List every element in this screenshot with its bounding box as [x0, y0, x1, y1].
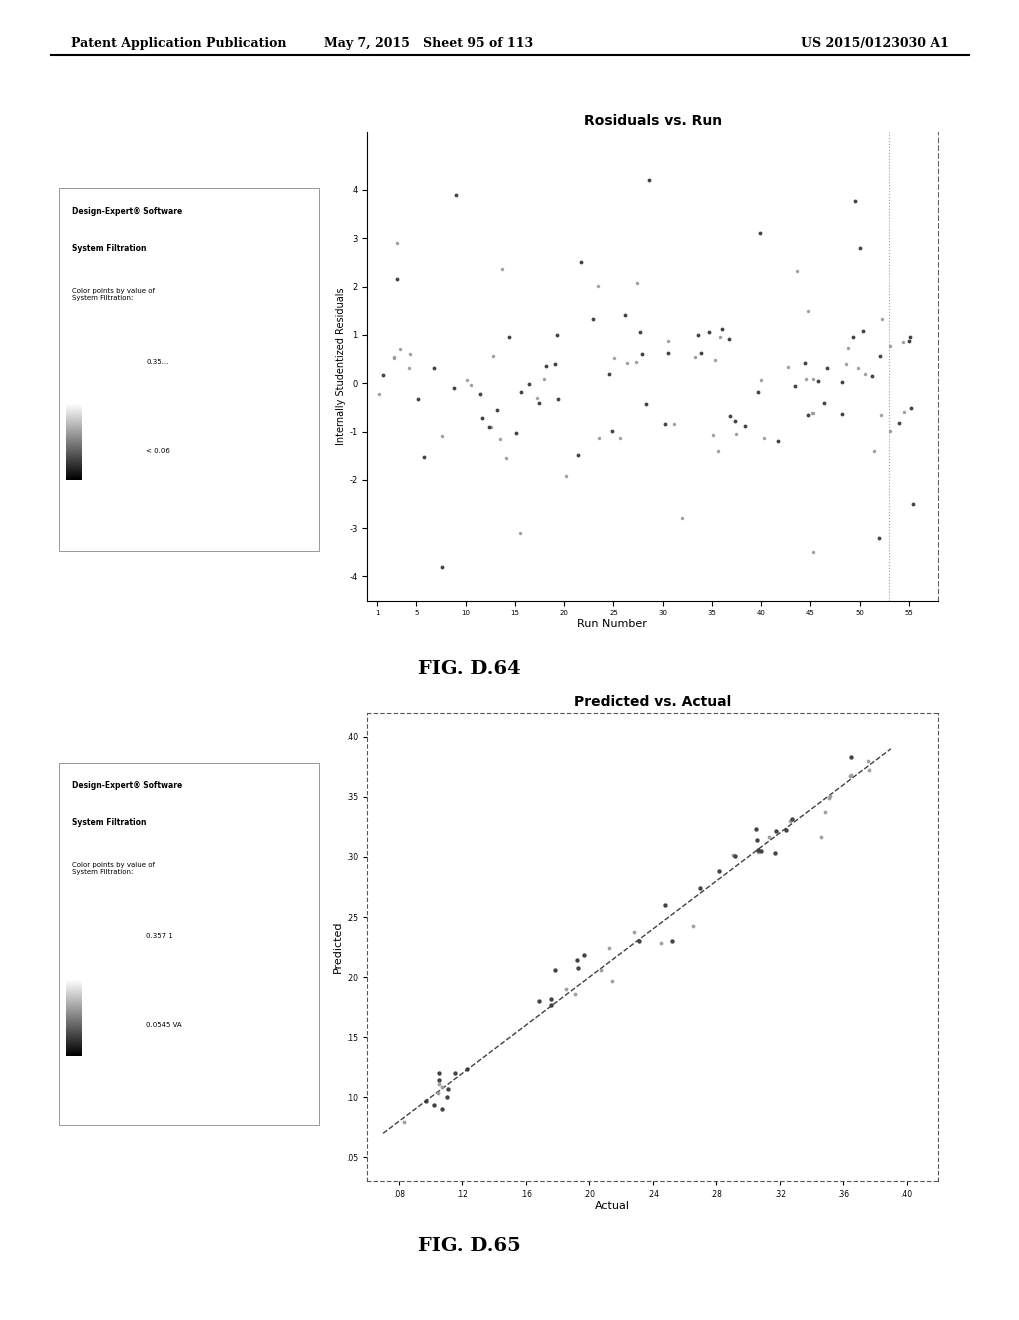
Text: 0.0545 VA: 0.0545 VA — [146, 1022, 181, 1028]
Text: 0.357 1: 0.357 1 — [146, 933, 173, 940]
Text: Design-Expert® Software: Design-Expert® Software — [72, 781, 182, 791]
Text: US 2015/0123030 A1: US 2015/0123030 A1 — [800, 37, 948, 50]
Text: Patent Application Publication: Patent Application Publication — [71, 37, 286, 50]
Y-axis label: Predicted: Predicted — [333, 921, 343, 973]
Text: FIG. D.65: FIG. D.65 — [418, 1237, 520, 1255]
Text: May 7, 2015   Sheet 95 of 113: May 7, 2015 Sheet 95 of 113 — [323, 37, 533, 50]
Text: FIG. D.64: FIG. D.64 — [418, 660, 520, 678]
Text: System Filtration: System Filtration — [72, 818, 147, 828]
Text: Color points by value of
System Filtration:: Color points by value of System Filtrati… — [72, 288, 155, 301]
Text: 0.35...: 0.35... — [146, 359, 168, 366]
Text: System Filtration: System Filtration — [72, 244, 147, 253]
Text: Color points by value of
System Filtration:: Color points by value of System Filtrati… — [72, 862, 155, 875]
Text: < 0.06: < 0.06 — [146, 447, 170, 454]
Text: Actual: Actual — [594, 1201, 629, 1212]
Text: Design-Expert® Software: Design-Expert® Software — [72, 207, 182, 216]
Title: Predicted vs. Actual: Predicted vs. Actual — [574, 694, 731, 709]
Y-axis label: Internally Studentized Residuals: Internally Studentized Residuals — [336, 288, 346, 445]
Text: Run Number: Run Number — [577, 619, 646, 630]
Title: Rosiduals vs. Run: Rosiduals vs. Run — [583, 114, 721, 128]
